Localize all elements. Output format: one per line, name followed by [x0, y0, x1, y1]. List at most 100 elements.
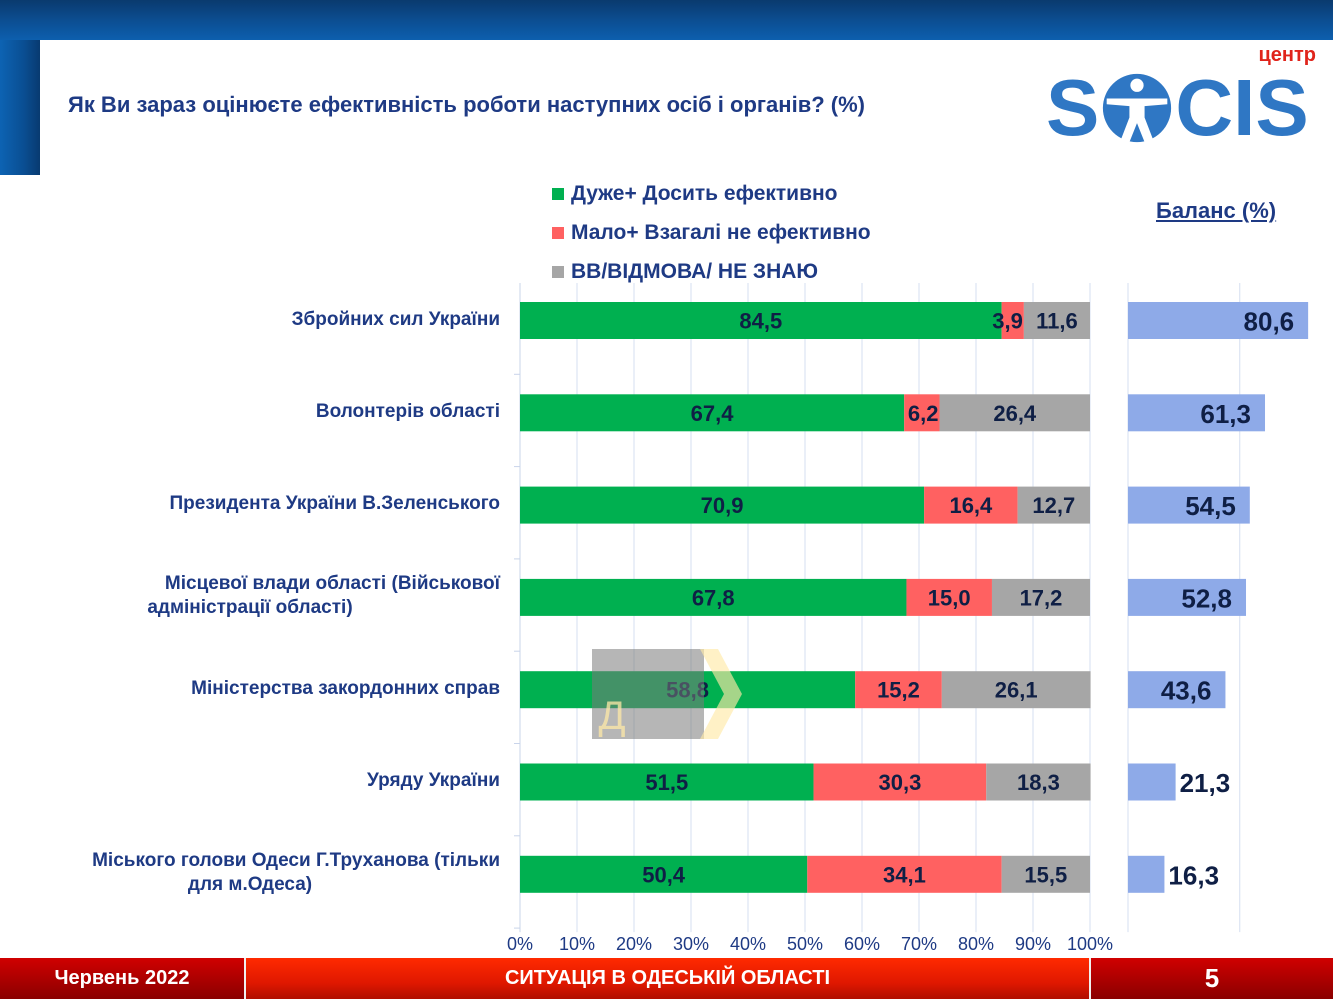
data-label: 15,5 [1024, 862, 1067, 887]
legend-item-dont-know: ВВ/ВІДМОВА/ НЕ ЗНАЮ [552, 252, 871, 291]
x-tick-label: 100% [1067, 934, 1113, 954]
x-tick-label: 70% [901, 934, 937, 954]
data-label: 17,2 [1020, 585, 1063, 610]
balance-bar [1128, 302, 1309, 339]
x-tick-label: 40% [730, 934, 766, 954]
chart-legend: Дуже+ Досить ефективно Мало+ Взагалі не … [552, 174, 871, 291]
data-label: 12,7 [1032, 493, 1075, 518]
data-label: 84,5 [739, 309, 782, 334]
legend-label: Мало+ Взагалі не ефективно [571, 220, 871, 244]
legend-swatch-dont-know [552, 265, 564, 278]
data-label: 70,9 [701, 493, 744, 518]
category-label-line: Місцевої влади області (Військової [164, 573, 500, 595]
data-label: 15,2 [877, 678, 920, 703]
bar-segment-effective [520, 763, 814, 801]
bar-segment-not-effective [813, 763, 987, 801]
bar-segment-not-effective [906, 578, 992, 616]
x-tick-label: 20% [616, 934, 652, 954]
x-tick-label: 30% [673, 934, 709, 954]
data-label: 67,8 [692, 585, 735, 610]
category-label-line: Збройних сил України [291, 308, 500, 330]
category-label: Уряду України [0, 769, 500, 793]
logo-word: S CIS [1046, 63, 1309, 152]
vitruvian-figure-icon [1103, 73, 1172, 143]
category-label-line: Міського голови Одеси Г.Труханова (тільк… [92, 850, 500, 872]
category-label: Міського голови Одеси Г.Труханова (тільк… [0, 849, 500, 897]
data-label: 51,5 [645, 770, 688, 795]
legend-swatch-not-effective [552, 226, 564, 239]
category-label: Волонтерів області [0, 400, 500, 424]
balance-bar [1128, 578, 1247, 616]
balance-bar [1128, 763, 1176, 801]
bar-segment-not-effective [904, 394, 940, 432]
data-label: 18,3 [1017, 770, 1060, 795]
legend-item-not-effective: Мало+ Взагалі не ефективно [552, 213, 871, 252]
category-label: Міністерства закордонних справ [0, 677, 500, 701]
balance-title: Баланс (%) [1156, 198, 1277, 223]
socis-logo: центр S CIS [1044, 44, 1320, 148]
bar-segment-dont-know [939, 394, 1090, 432]
balance-data-label: 54,5 [1185, 491, 1236, 521]
legend-swatch-effective [552, 187, 564, 200]
data-label: 50,4 [642, 862, 686, 887]
legend-item-effective: Дуже+ Досить ефективно [552, 174, 871, 213]
logo-prefix: центр [1258, 44, 1316, 66]
bar-segment-effective [520, 302, 1002, 339]
balance-bar [1128, 671, 1226, 709]
category-label-line: Уряду України [367, 770, 500, 791]
legend-label: ВВ/ВІДМОВА/ НЕ ЗНАЮ [571, 259, 819, 283]
footer-section: СИТУАЦІЯ В ОДЕСЬКІЙ ОБЛАСТІ [246, 958, 1091, 999]
footer: Червень 2022 СИТУАЦІЯ В ОДЕСЬКІЙ ОБЛАСТІ… [0, 958, 1333, 999]
bar-segment-effective [520, 486, 925, 524]
x-tick-label: 10% [559, 934, 595, 954]
logo-word-first-letter: S [1046, 63, 1100, 152]
x-tick-label: 80% [958, 934, 994, 954]
bar-segment-dont-know [941, 671, 1091, 709]
data-label: 26,4 [993, 401, 1037, 426]
category-label-line: Президента України В.Зеленського [169, 493, 500, 515]
x-tick-label: 60% [844, 934, 880, 954]
bar-segment-effective [520, 578, 907, 616]
page-title: Як Ви зараз оцінюєте ефективність роботи… [68, 92, 865, 117]
bar-segment-dont-know [1023, 302, 1090, 339]
balance-bar [1128, 855, 1165, 893]
balance-data-label: 80,6 [1244, 307, 1295, 337]
category-label-line: Волонтерів області [315, 400, 500, 422]
data-label: 3,9 [992, 309, 1023, 334]
bar-segment-not-effective [855, 671, 942, 709]
top-banner [0, 0, 1333, 40]
data-label: 30,3 [878, 770, 921, 795]
bar-segment-dont-know [1017, 486, 1090, 524]
balance-bar [1128, 394, 1266, 432]
category-label: Президента України В.Зеленського [0, 492, 500, 516]
data-label: 67,4 [691, 401, 735, 426]
bar-segment-effective [520, 394, 905, 432]
bar-segment-dont-know [991, 578, 1090, 616]
bar-segment-effective [520, 855, 808, 893]
balance-data-label: 16,3 [1168, 860, 1219, 890]
balance-data-label: 52,8 [1181, 583, 1232, 613]
footer-page-number: 5 [1091, 958, 1333, 999]
data-label: 11,6 [1036, 309, 1078, 334]
bar-segment-not-effective [1001, 302, 1024, 339]
category-label: Місцевої влади області (Військової адміні… [0, 572, 500, 620]
category-label-line: для м.Одеса) [187, 874, 313, 896]
data-label: 34,1 [883, 862, 926, 887]
data-label: 58,8 [666, 678, 709, 703]
footer-date: Червень 2022 [0, 958, 246, 999]
bar-segment-not-effective [807, 855, 1002, 893]
bar-segment-dont-know [1001, 855, 1090, 893]
data-label: 16,4 [949, 493, 993, 518]
balance-data-label: 61,3 [1200, 399, 1251, 429]
category-label-line: Міністерства закордонних справ [191, 677, 500, 699]
balance-data-label: 43,6 [1161, 676, 1212, 706]
legend-label: Дуже+ Досить ефективно [571, 181, 838, 205]
category-label-line: адміністрації області) [147, 597, 353, 619]
bar-segment-not-effective [924, 486, 1018, 524]
x-tick-label: 0% [507, 934, 533, 954]
x-tick-label: 50% [787, 934, 823, 954]
balance-bar [1128, 486, 1250, 524]
data-label: 15,0 [928, 585, 971, 610]
bar-segment-dont-know [986, 763, 1091, 801]
